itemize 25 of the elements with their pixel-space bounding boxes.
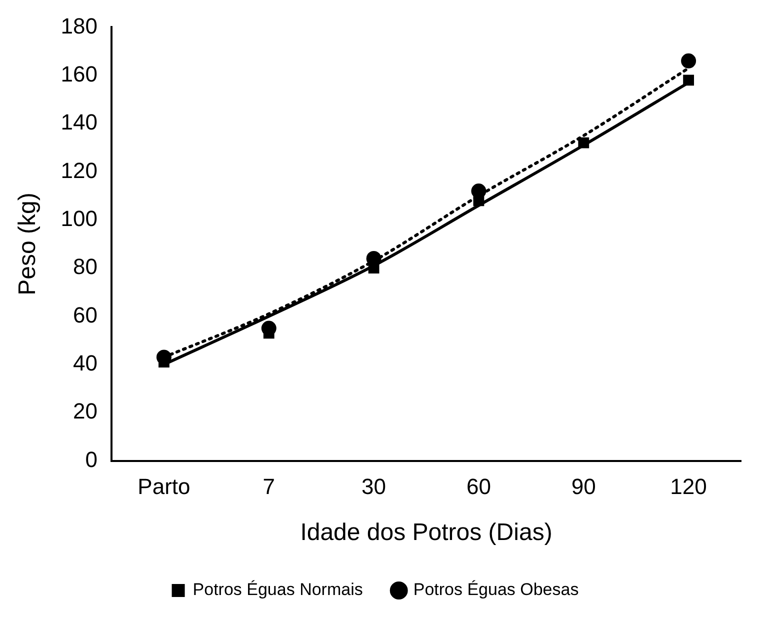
- y-tick-label: 120: [60, 158, 98, 183]
- point: [683, 74, 694, 86]
- y-tick-label: 0: [85, 446, 98, 472]
- point: [681, 53, 696, 68]
- point: [578, 137, 590, 148]
- x-tick-label: 60: [466, 474, 491, 500]
- y-tick-label: 180: [60, 13, 98, 38]
- x-tick-label: Parto: [138, 474, 190, 500]
- x-axis-title: Idade dos Potros (Dias): [300, 519, 552, 546]
- x-tick-label: 7: [262, 474, 276, 500]
- x-tick-label: 120: [670, 474, 707, 500]
- y-tick-label: 80: [73, 254, 98, 280]
- y-tick-label: 160: [60, 61, 98, 86]
- legend-label: Potros Éguas Normais: [192, 580, 363, 600]
- y-tick-label: 100: [60, 206, 98, 231]
- x-tick-label: 30: [362, 474, 386, 500]
- y-tick-label: 140: [60, 110, 98, 135]
- y-tick-label: 60: [73, 302, 98, 328]
- legend-label: Potros Éguas Obesas: [413, 580, 579, 600]
- y-tick-label: 20: [73, 398, 98, 424]
- point: [368, 262, 380, 274]
- point: [473, 195, 484, 206]
- x-tick-label: 90: [571, 474, 596, 500]
- y-tick-label: 40: [73, 350, 98, 376]
- y-axis-title: Peso (kg): [14, 192, 42, 296]
